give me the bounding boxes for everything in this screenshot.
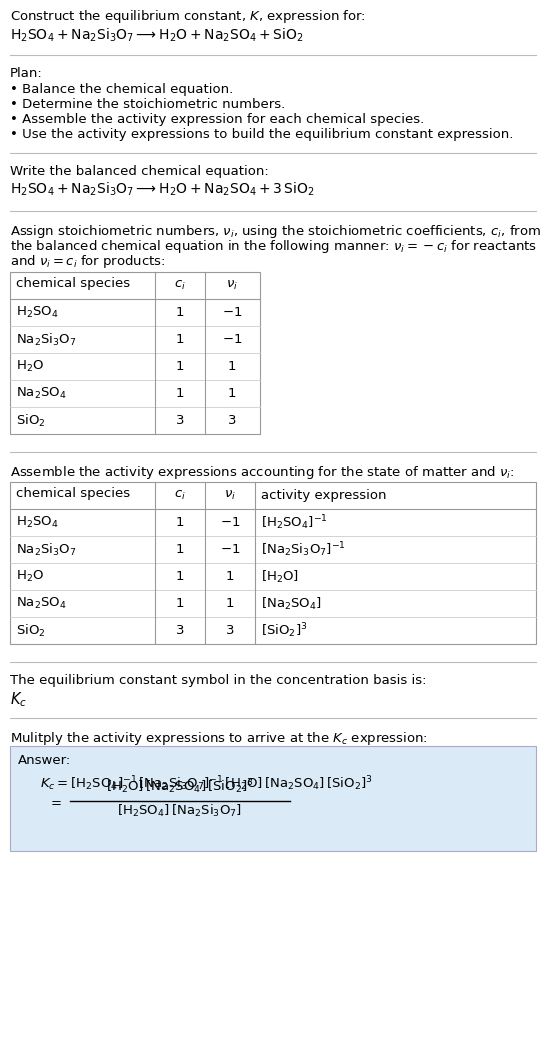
Bar [10, 272, 260, 434]
Text: $c_i$: $c_i$ [174, 279, 186, 292]
Text: 3: 3 [225, 624, 234, 637]
Text: 1: 1 [176, 516, 184, 529]
Text: $\nu_i$: $\nu_i$ [226, 279, 238, 292]
Text: 3: 3 [176, 414, 184, 427]
Text: 1: 1 [176, 333, 184, 346]
Text: Mulitply the activity expressions to arrive at the $K_c$ expression:: Mulitply the activity expressions to arr… [10, 730, 428, 747]
Text: 3: 3 [228, 414, 236, 427]
Text: $\mathrm{Na_2SO_4}$: $\mathrm{Na_2SO_4}$ [16, 596, 67, 611]
Text: Plan:: Plan: [10, 67, 43, 80]
Text: $[\mathrm{H_2SO_4}]\,[\mathrm{Na_2Si_3O_7}]$: $[\mathrm{H_2SO_4}]\,[\mathrm{Na_2Si_3O_… [117, 803, 242, 819]
Text: 1: 1 [176, 359, 184, 373]
Text: $-1$: $-1$ [222, 333, 242, 346]
Text: 1: 1 [225, 570, 234, 583]
Text: 1: 1 [176, 306, 184, 319]
Text: Write the balanced chemical equation:: Write the balanced chemical equation: [10, 165, 269, 178]
Text: Assemble the activity expressions accounting for the state of matter and $\nu_i$: Assemble the activity expressions accoun… [10, 464, 515, 481]
Text: $\mathrm{Na_2Si_3O_7}$: $\mathrm{Na_2Si_3O_7}$ [16, 331, 76, 348]
Text: $-1$: $-1$ [220, 543, 240, 556]
Text: $\mathrm{H_2SO_4}$: $\mathrm{H_2SO_4}$ [16, 515, 58, 530]
Text: $= $: $= $ [48, 795, 62, 809]
Text: $[\mathrm{Na_2SO_4}]$: $[\mathrm{Na_2SO_4}]$ [261, 596, 322, 611]
Text: 1: 1 [176, 597, 184, 610]
Text: chemical species: chemical species [16, 487, 130, 501]
Bar [10, 482, 536, 644]
Text: $\mathrm{H_2SO_4}$: $\mathrm{H_2SO_4}$ [16, 305, 58, 320]
Text: Assign stoichiometric numbers, $\nu_i$, using the stoichiometric coefficients, $: Assign stoichiometric numbers, $\nu_i$, … [10, 223, 541, 240]
Text: The equilibrium constant symbol in the concentration basis is:: The equilibrium constant symbol in the c… [10, 674, 426, 687]
Text: the balanced chemical equation in the following manner: $\nu_i = -c_i$ for react: the balanced chemical equation in the fo… [10, 238, 537, 255]
Text: • Determine the stoichiometric numbers.: • Determine the stoichiometric numbers. [10, 98, 285, 111]
Text: • Use the activity expressions to build the equilibrium constant expression.: • Use the activity expressions to build … [10, 127, 513, 141]
Text: Answer:: Answer: [18, 754, 71, 767]
Text: $\mathrm{H_2O}$: $\mathrm{H_2O}$ [16, 358, 44, 374]
Text: 1: 1 [228, 387, 236, 400]
Text: $[\mathrm{H_2O}]$: $[\mathrm{H_2O}]$ [261, 568, 299, 584]
Text: $\nu_i$: $\nu_i$ [224, 489, 236, 502]
Text: $\mathrm{H_2SO_4 + Na_2Si_3O_7 \longrightarrow H_2O + Na_2SO_4 + 3\, SiO_2}$: $\mathrm{H_2SO_4 + Na_2Si_3O_7 \longrigh… [10, 181, 314, 199]
Text: $K_c = [\mathrm{H_2SO_4}]^{-1}\,[\mathrm{Na_2Si_3O_7}]^{-1}\,[\mathrm{H_2O}]\,[\: $K_c = [\mathrm{H_2SO_4}]^{-1}\,[\mathrm… [40, 774, 373, 793]
Text: • Assemble the activity expression for each chemical species.: • Assemble the activity expression for e… [10, 113, 424, 126]
Text: $[\mathrm{H_2SO_4}]^{-1}$: $[\mathrm{H_2SO_4}]^{-1}$ [261, 513, 328, 532]
Text: chemical species: chemical species [16, 277, 130, 291]
Text: Construct the equilibrium constant, $K$, expression for:: Construct the equilibrium constant, $K$,… [10, 8, 366, 25]
Text: $K_c$: $K_c$ [10, 690, 27, 709]
Text: $\mathrm{H_2O}$: $\mathrm{H_2O}$ [16, 568, 44, 584]
Text: $\mathrm{H_2SO_4 + Na_2Si_3O_7 \longrightarrow H_2O + Na_2SO_4 + SiO_2}$: $\mathrm{H_2SO_4 + Na_2Si_3O_7 \longrigh… [10, 27, 304, 44]
Text: and $\nu_i = c_i$ for products:: and $\nu_i = c_i$ for products: [10, 253, 165, 270]
Text: 1: 1 [228, 359, 236, 373]
Text: $-1$: $-1$ [220, 516, 240, 529]
Text: activity expression: activity expression [261, 489, 387, 502]
Text: $\mathrm{Na_2SO_4}$: $\mathrm{Na_2SO_4}$ [16, 386, 67, 401]
Text: $[\mathrm{H_2O}]\,[\mathrm{Na_2SO_4}]\,[\mathrm{SiO_2}]^3$: $[\mathrm{H_2O}]\,[\mathrm{Na_2SO_4}]\,[… [106, 777, 254, 796]
Text: • Balance the chemical equation.: • Balance the chemical equation. [10, 83, 233, 96]
Text: $-1$: $-1$ [222, 306, 242, 319]
Text: 3: 3 [176, 624, 184, 637]
Text: 1: 1 [176, 543, 184, 556]
Text: 1: 1 [176, 570, 184, 583]
Bar [10, 746, 536, 851]
Text: 1: 1 [225, 597, 234, 610]
Text: $\mathrm{Na_2Si_3O_7}$: $\mathrm{Na_2Si_3O_7}$ [16, 541, 76, 558]
Text: $\mathrm{SiO_2}$: $\mathrm{SiO_2}$ [16, 413, 45, 428]
Text: $c_i$: $c_i$ [174, 489, 186, 502]
Text: $\mathrm{SiO_2}$: $\mathrm{SiO_2}$ [16, 623, 45, 638]
Text: $[\mathrm{SiO_2}]^3$: $[\mathrm{SiO_2}]^3$ [261, 621, 307, 640]
Text: $[\mathrm{Na_2Si_3O_7}]^{-1}$: $[\mathrm{Na_2Si_3O_7}]^{-1}$ [261, 540, 346, 559]
Text: 1: 1 [176, 387, 184, 400]
